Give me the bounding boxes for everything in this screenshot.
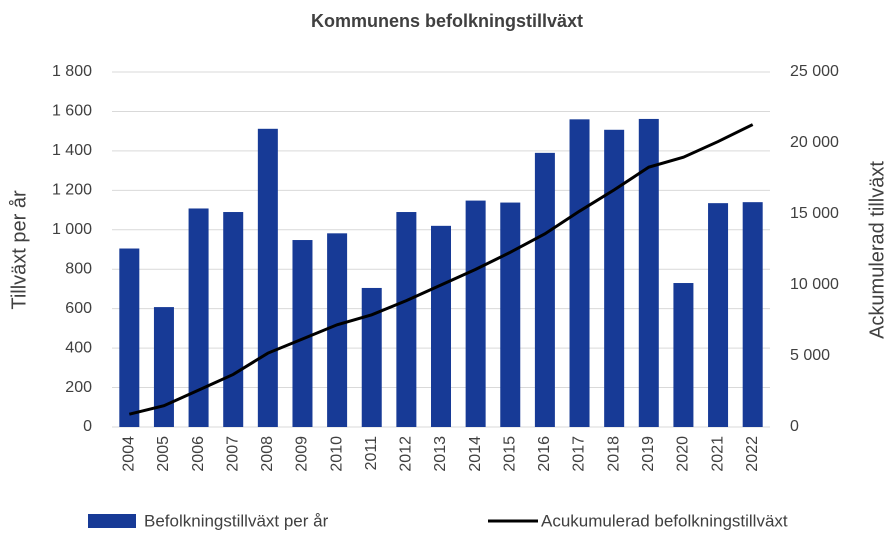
x-tick-label: 2018 bbox=[605, 436, 622, 472]
bar bbox=[188, 208, 209, 427]
x-tick-label: 2010 bbox=[328, 436, 345, 472]
x-tick-label: 2021 bbox=[709, 436, 726, 472]
x-tick-label: 2005 bbox=[155, 436, 172, 472]
x-tick-label: 2012 bbox=[398, 436, 415, 472]
bar bbox=[569, 119, 590, 427]
y-tick-label: 1 200 bbox=[52, 182, 92, 199]
x-tick-label: 2017 bbox=[571, 436, 588, 472]
x-tick-label: 2015 bbox=[501, 436, 518, 472]
x-tick-label: 2016 bbox=[536, 436, 553, 472]
bar bbox=[673, 283, 694, 427]
y-tick-label: 1 400 bbox=[52, 142, 92, 159]
y2-tick-label: 10 000 bbox=[790, 276, 839, 293]
x-tick-label: 2022 bbox=[744, 436, 761, 472]
x-tick-label: 2007 bbox=[224, 436, 241, 472]
legend-label: Acukumulerad befolkningstillväxt bbox=[541, 511, 788, 530]
x-tick-label: 2013 bbox=[432, 436, 449, 472]
x-tick-label: 2004 bbox=[121, 436, 138, 472]
bar bbox=[223, 212, 244, 427]
bar bbox=[638, 118, 659, 427]
legend-swatch bbox=[88, 514, 136, 528]
y-tick-label: 0 bbox=[83, 418, 92, 435]
chart-title: Kommunens befolkningstillväxt bbox=[311, 11, 583, 31]
bar bbox=[708, 203, 729, 427]
y2-axis-label: Ackumulerad tillväxt bbox=[866, 161, 888, 339]
y-tick-label: 600 bbox=[65, 300, 92, 317]
y-tick-label: 1 600 bbox=[52, 103, 92, 120]
x-tick-label: 2019 bbox=[640, 436, 657, 472]
y-axis-label: Tillväxt per år bbox=[8, 190, 30, 310]
y-tick-label: 1 800 bbox=[52, 63, 92, 80]
y2-tick-label: 20 000 bbox=[790, 134, 839, 151]
line bbox=[128, 123, 754, 416]
x-tick-label: 2020 bbox=[675, 436, 692, 472]
bar bbox=[292, 240, 313, 427]
bar bbox=[153, 307, 174, 427]
x-tick-label: 2011 bbox=[363, 436, 380, 471]
bar bbox=[604, 129, 625, 427]
bar bbox=[465, 200, 486, 427]
y-tick-label: 800 bbox=[65, 260, 92, 277]
y-tick-label: 1 000 bbox=[52, 221, 92, 238]
x-tick-label: 2009 bbox=[294, 436, 311, 472]
y2-tick-label: 15 000 bbox=[790, 205, 839, 222]
y2-tick-label: 25 000 bbox=[790, 63, 839, 80]
bar bbox=[257, 128, 278, 428]
bar bbox=[500, 202, 521, 427]
bar bbox=[119, 248, 140, 427]
y2-tick-label: 5 000 bbox=[790, 347, 830, 364]
bar bbox=[361, 287, 382, 427]
x-tick-label: 2008 bbox=[259, 436, 276, 472]
bar bbox=[742, 202, 763, 427]
y-tick-label: 400 bbox=[65, 339, 92, 356]
bar bbox=[431, 225, 451, 427]
bar bbox=[327, 233, 348, 427]
bar bbox=[534, 152, 555, 427]
y-tick-label: 200 bbox=[65, 379, 92, 396]
x-tick-label: 2006 bbox=[190, 436, 207, 472]
bar bbox=[396, 212, 417, 427]
x-tick-label: 2014 bbox=[467, 436, 484, 472]
legend-label: Befolkningstillväxt per år bbox=[144, 511, 329, 530]
y2-tick-label: 0 bbox=[790, 418, 799, 435]
